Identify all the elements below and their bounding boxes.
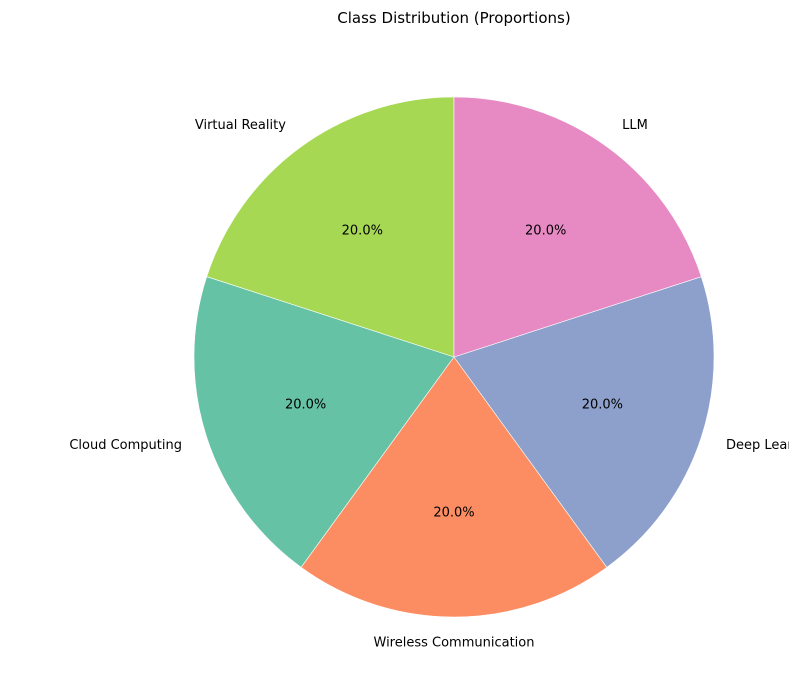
category-labels: Virtual Reality Cloud Computing Wireless C…	[69, 118, 789, 650]
category-label-deep-learning: Deep Learning	[726, 438, 789, 453]
pie-slice-wireless-communication	[300, 356, 608, 618]
chart-title: Class Distribution (Proportions)	[337, 9, 570, 27]
percent-label-deep-learning: 20.0%	[582, 398, 623, 413]
percent-labels: 20.0% 20.0% 20.0% 20.0% 20.0%	[285, 223, 623, 520]
category-label-wireless-communication: Wireless Communication	[374, 636, 535, 651]
pie-slices	[193, 96, 715, 618]
pie-slice-virtual-reality	[206, 96, 455, 358]
category-label-virtual-reality: Virtual Reality	[195, 118, 286, 133]
category-label-cloud-computing: Cloud Computing	[69, 438, 182, 453]
percent-label-wireless-communication: 20.0%	[433, 506, 474, 521]
category-label-llm: LLM	[622, 118, 648, 133]
pie-slice-cloud-computing	[193, 276, 455, 568]
percent-label-virtual-reality: 20.0%	[342, 223, 383, 238]
percent-label-cloud-computing: 20.0%	[285, 398, 326, 413]
percent-label-llm: 20.0%	[525, 223, 566, 238]
pie-slice-llm	[453, 96, 702, 358]
pie-slice-deep-learning	[453, 276, 715, 568]
